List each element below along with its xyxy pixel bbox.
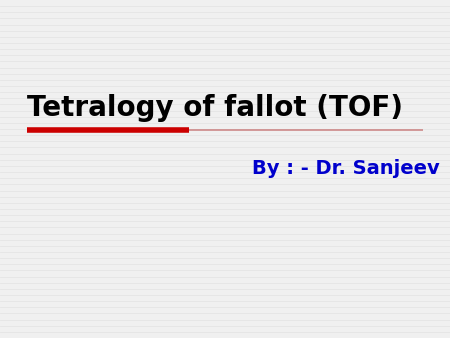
Text: Tetralogy of fallot (TOF): Tetralogy of fallot (TOF) (27, 94, 403, 122)
Text: By : - Dr. Sanjeev: By : - Dr. Sanjeev (252, 160, 440, 178)
